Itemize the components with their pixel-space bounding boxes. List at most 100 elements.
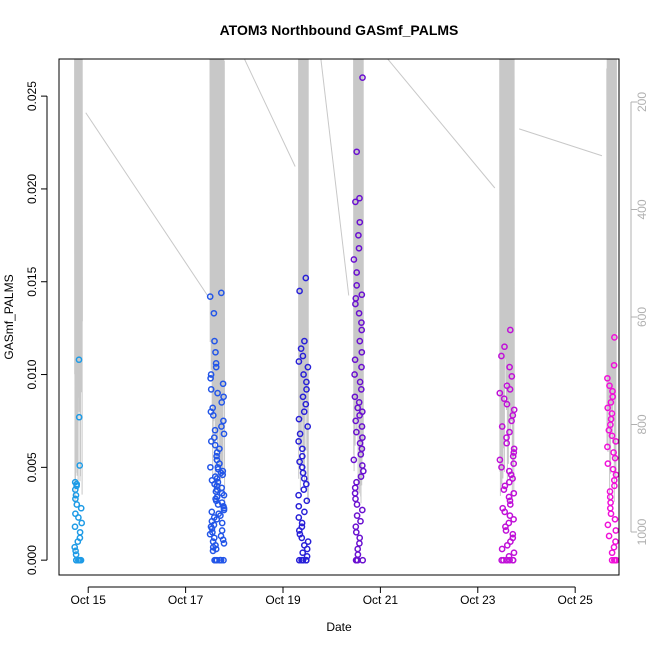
data-point (303, 553, 311, 560)
data-point (608, 556, 616, 564)
data-point (301, 508, 308, 516)
data-point (213, 556, 221, 564)
data-point (213, 449, 221, 456)
data-point (506, 326, 514, 334)
y-tick-label: 0.025 (25, 81, 39, 111)
data-point (509, 452, 517, 460)
x-axis-label: Date (326, 620, 352, 634)
data-point (508, 373, 516, 380)
x-tick-label: Oct 19 (265, 593, 301, 607)
data-point (510, 460, 518, 467)
data-point (498, 352, 505, 360)
data-point (304, 363, 312, 371)
data-point (612, 527, 619, 534)
data-point (359, 74, 366, 81)
altitude-segment (499, 59, 515, 504)
data-point (611, 454, 619, 462)
data-point (356, 412, 363, 419)
data-point (297, 345, 305, 352)
data-point (498, 545, 506, 553)
data-point (506, 501, 514, 508)
data-point (304, 423, 312, 430)
data-point (295, 358, 303, 365)
data-point (608, 549, 616, 557)
data-point (213, 452, 220, 460)
data-point (73, 482, 80, 490)
data-point (300, 486, 308, 493)
data-point (295, 556, 303, 564)
y-tick-label: 0.010 (25, 359, 39, 389)
data-point (611, 482, 618, 490)
data-point (218, 423, 225, 430)
data-point (207, 374, 214, 382)
data-point (605, 426, 613, 434)
data-point (218, 519, 226, 527)
data-point (76, 528, 84, 536)
data-point (359, 467, 367, 475)
data-point (500, 395, 508, 403)
data-point (355, 231, 362, 239)
data-point (604, 374, 611, 382)
data-point (303, 378, 310, 386)
right-tick-label: 1000 (635, 518, 649, 545)
data-point (356, 194, 363, 202)
data-point (219, 380, 227, 388)
data-point (211, 441, 219, 449)
data-point (354, 545, 362, 553)
data-point (510, 549, 518, 557)
data-point (357, 451, 365, 458)
data-point (295, 502, 303, 510)
data-point (505, 478, 513, 486)
data-point (218, 399, 226, 406)
data-point (217, 512, 224, 519)
right-axis: 200 400 600 800 1000 (630, 92, 649, 545)
data-point (207, 463, 214, 471)
data-point (357, 473, 365, 480)
data-point (352, 300, 359, 308)
data-point (503, 400, 511, 408)
data-point (358, 363, 365, 371)
data-point (75, 413, 83, 421)
altitude-segment (298, 59, 309, 503)
data-point (498, 423, 506, 430)
data-point (206, 293, 214, 300)
altitude-segment (74, 59, 83, 505)
data-point (357, 517, 364, 525)
data-point (508, 417, 515, 425)
data-point (75, 356, 83, 364)
data-point (358, 348, 366, 356)
data-point (352, 528, 360, 536)
data-point (220, 491, 228, 499)
data-point (220, 393, 227, 401)
data-point (510, 489, 518, 497)
data-point (295, 527, 303, 534)
data-point (211, 426, 219, 434)
data-point (302, 400, 310, 408)
data-point (607, 399, 615, 406)
data-point (358, 319, 365, 326)
data-point (211, 337, 218, 345)
data-point (300, 408, 308, 416)
data-point (220, 417, 227, 425)
data-point (500, 486, 508, 493)
data-point (71, 523, 79, 531)
data-point (296, 430, 304, 438)
y-axis-label: GASmf_PALMS (2, 274, 16, 359)
data-point (220, 430, 228, 438)
data-point (501, 508, 509, 516)
data-point (506, 363, 513, 371)
data-point (299, 549, 307, 557)
data-point (76, 462, 84, 469)
data-point (510, 449, 518, 456)
data-point (298, 519, 306, 527)
data-point (605, 532, 613, 540)
data-point (351, 484, 359, 492)
data-point (509, 556, 517, 564)
data-point (300, 371, 307, 378)
data-point (506, 512, 514, 519)
chart-title: ATOM3 Northbound GASmf_PALMS (220, 22, 459, 38)
altitude-connector (243, 59, 296, 167)
data-point (509, 530, 517, 538)
data-point (72, 547, 79, 555)
altitude-segment (606, 59, 618, 502)
